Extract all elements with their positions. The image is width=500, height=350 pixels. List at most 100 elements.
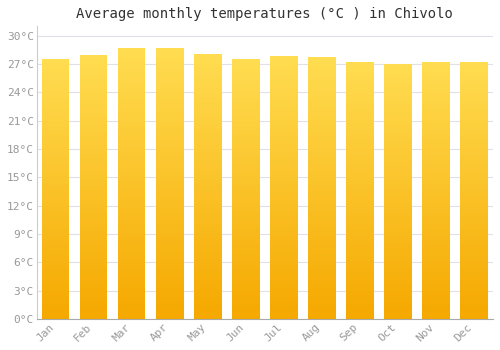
Bar bbox=[156, 315, 184, 319]
Bar bbox=[384, 223, 411, 226]
Bar bbox=[80, 309, 108, 312]
Bar bbox=[194, 87, 222, 90]
Bar bbox=[460, 171, 487, 174]
Bar bbox=[118, 241, 146, 244]
Bar bbox=[194, 90, 222, 93]
Bar bbox=[118, 248, 146, 251]
Bar bbox=[384, 303, 411, 306]
Bar bbox=[384, 147, 411, 150]
Bar bbox=[422, 113, 450, 117]
Bar bbox=[308, 116, 336, 119]
Bar bbox=[460, 200, 487, 203]
Bar bbox=[422, 287, 450, 290]
Bar bbox=[308, 110, 336, 113]
Bar bbox=[42, 157, 70, 160]
Bar bbox=[308, 119, 336, 123]
Bar bbox=[460, 104, 487, 107]
Bar bbox=[42, 270, 70, 273]
Bar bbox=[308, 289, 336, 293]
Bar bbox=[156, 292, 184, 295]
Bar bbox=[308, 214, 336, 218]
Bar bbox=[42, 95, 70, 98]
Bar bbox=[422, 252, 450, 255]
Bar bbox=[156, 96, 184, 99]
Bar bbox=[156, 211, 184, 214]
Bar bbox=[270, 273, 297, 276]
Bar bbox=[232, 286, 260, 290]
Bar bbox=[194, 176, 222, 180]
Bar bbox=[422, 184, 450, 187]
Bar bbox=[118, 177, 146, 180]
Bar bbox=[156, 68, 184, 72]
Bar bbox=[80, 263, 108, 266]
Bar bbox=[346, 226, 374, 229]
Bar bbox=[384, 160, 411, 163]
Bar bbox=[118, 133, 146, 136]
Bar bbox=[308, 270, 336, 273]
Bar bbox=[118, 275, 146, 278]
Bar bbox=[346, 78, 374, 82]
Bar bbox=[270, 306, 297, 309]
Bar bbox=[346, 245, 374, 248]
Bar bbox=[384, 309, 411, 313]
Bar bbox=[346, 139, 374, 142]
Bar bbox=[156, 112, 184, 116]
Bar bbox=[80, 127, 108, 131]
Bar bbox=[460, 133, 487, 136]
Bar bbox=[156, 109, 184, 112]
Bar bbox=[80, 259, 108, 263]
Bar bbox=[270, 250, 297, 253]
Bar bbox=[384, 108, 411, 112]
Bar bbox=[118, 315, 146, 319]
Bar bbox=[42, 76, 70, 79]
Bar bbox=[308, 97, 336, 100]
Bar bbox=[422, 280, 450, 284]
Bar bbox=[422, 296, 450, 300]
Bar bbox=[346, 197, 374, 200]
Bar bbox=[232, 144, 260, 147]
Bar bbox=[80, 200, 108, 203]
Bar bbox=[384, 261, 411, 265]
Bar bbox=[118, 75, 146, 78]
Bar bbox=[156, 200, 184, 204]
Bar bbox=[384, 64, 411, 67]
Bar bbox=[270, 230, 297, 233]
Bar bbox=[232, 118, 260, 121]
Bar bbox=[232, 244, 260, 247]
Bar bbox=[346, 232, 374, 236]
Bar bbox=[270, 188, 297, 191]
Bar bbox=[346, 255, 374, 258]
Bar bbox=[460, 117, 487, 120]
Bar bbox=[194, 223, 222, 226]
Bar bbox=[42, 186, 70, 189]
Bar bbox=[42, 85, 70, 89]
Bar bbox=[346, 300, 374, 303]
Bar bbox=[194, 183, 222, 186]
Bar bbox=[270, 302, 297, 306]
Bar bbox=[384, 239, 411, 243]
Bar bbox=[42, 196, 70, 199]
Bar bbox=[422, 300, 450, 303]
Bar bbox=[308, 77, 336, 80]
Bar bbox=[460, 252, 487, 255]
Bar bbox=[346, 133, 374, 136]
Bar bbox=[422, 274, 450, 277]
Bar bbox=[270, 181, 297, 184]
Bar bbox=[346, 94, 374, 97]
Bar bbox=[80, 190, 108, 193]
Bar bbox=[422, 271, 450, 274]
Bar bbox=[80, 71, 108, 75]
Bar bbox=[384, 105, 411, 108]
Bar bbox=[422, 316, 450, 319]
Bar bbox=[232, 277, 260, 280]
Bar bbox=[118, 282, 146, 285]
Bar bbox=[194, 153, 222, 156]
Bar bbox=[42, 212, 70, 215]
Bar bbox=[118, 228, 146, 231]
Bar bbox=[270, 260, 297, 263]
Bar bbox=[460, 277, 487, 280]
Bar bbox=[118, 194, 146, 197]
Bar bbox=[308, 211, 336, 214]
Bar bbox=[118, 309, 146, 312]
Bar bbox=[194, 80, 222, 84]
